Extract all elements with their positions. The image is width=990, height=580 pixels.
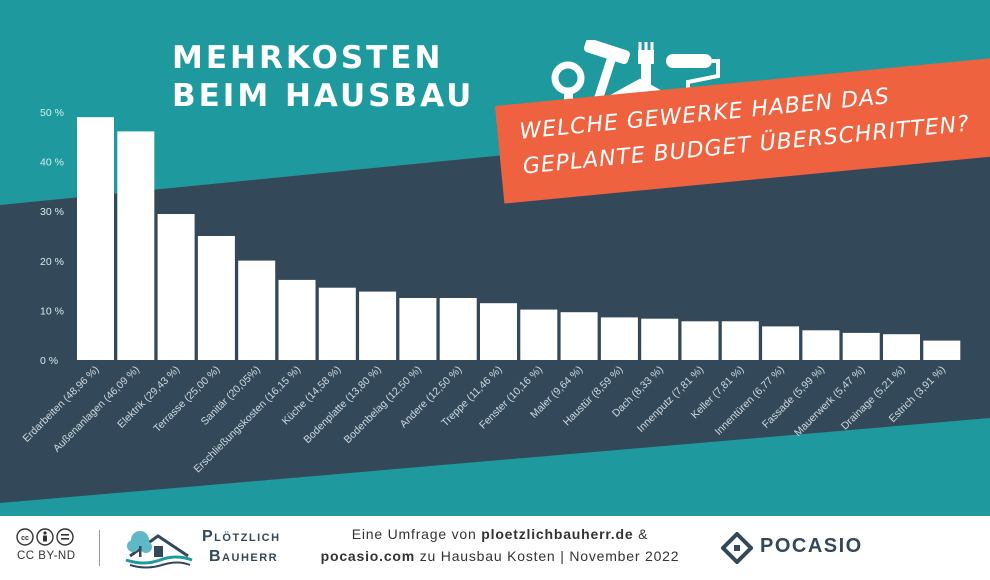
x-tick-label: Innentüren (6,77 %)	[713, 364, 787, 438]
bar	[600, 317, 638, 360]
bar	[278, 279, 316, 360]
y-tick-label: 30 %	[40, 206, 64, 218]
bar	[197, 236, 235, 360]
x-tick-label: Bodenbelag (12,50 %)	[342, 364, 424, 446]
x-tick-label: Bodenplatte (13,80 %)	[301, 364, 383, 446]
bar	[641, 318, 679, 360]
bar	[681, 321, 719, 360]
title-line-2: BEIM HAUSBAU	[172, 78, 475, 114]
footer-divider	[99, 530, 100, 566]
caption-line-2-rest: zu Hausbau Kosten | November 2022	[415, 548, 680, 564]
cc-license-icons: cc	[16, 528, 74, 546]
bar	[157, 214, 195, 360]
bar	[923, 340, 961, 360]
bar	[399, 298, 437, 360]
caption-line-1-prefix: Eine Umfrage von	[351, 526, 482, 542]
bar	[77, 117, 114, 360]
y-tick-label: 20 %	[40, 256, 64, 268]
x-tick-label: Mauerwerk (5,47 %)	[792, 364, 867, 439]
by-icon	[36, 528, 54, 546]
bar-chart: 0 % 10 % 20 % 30 % 40 % 50 % Erdarbeiten (48,…	[20, 107, 961, 476]
y-axis: 0 % 10 % 20 % 30 % 40 % 50 %	[40, 107, 64, 367]
brand-line-1: Plötzlich	[202, 528, 281, 545]
caption-line-1: Eine Umfrage von ploetzlichbauherr.de &	[300, 526, 700, 542]
x-axis: Erdarbeiten (48,96 %)Außenanlagen (46,09…	[20, 364, 947, 476]
footer: cc CC BY-ND Plötzlich Bauherr Eine Umfra…	[0, 516, 990, 580]
y-tick-label: 40 %	[40, 157, 64, 169]
bar	[480, 303, 517, 360]
y-tick-label: 10 %	[40, 305, 64, 317]
bar	[238, 260, 276, 360]
bar	[318, 287, 356, 360]
license-label: CC BY-ND	[17, 550, 76, 562]
caption-line-1-suffix: &	[633, 526, 649, 542]
bar	[117, 131, 155, 360]
cc-icon	[16, 528, 34, 546]
bar	[520, 309, 558, 360]
caption-line-2: pocasio.com zu Hausbau Kosten | November…	[300, 548, 700, 564]
bar	[802, 330, 840, 360]
bar	[560, 312, 598, 360]
pocasio-logo-icon	[721, 532, 753, 564]
bars	[77, 117, 961, 360]
title-line-1: MEHRKOSTEN	[172, 40, 444, 76]
bar	[762, 326, 800, 360]
partner-name: POCASIO	[760, 535, 863, 557]
nd-icon	[56, 528, 74, 546]
bar	[883, 334, 920, 360]
bar	[439, 298, 477, 360]
x-tick-label: Erdarbeiten (48,96 %)	[20, 364, 101, 445]
ploetzlich-bauherr-logo-icon	[125, 531, 193, 569]
brand-line-2: Bauherr	[209, 548, 279, 565]
svg-text:cc: cc	[21, 535, 29, 542]
bar	[721, 321, 759, 360]
caption-line-2-site: pocasio.com	[320, 548, 416, 564]
bar	[842, 332, 880, 360]
y-tick-label: 50 %	[40, 107, 64, 119]
bar	[359, 291, 397, 360]
caption-line-1-site: ploetzlichbauherr.de	[481, 526, 634, 542]
y-tick-label: 0 %	[40, 355, 58, 367]
